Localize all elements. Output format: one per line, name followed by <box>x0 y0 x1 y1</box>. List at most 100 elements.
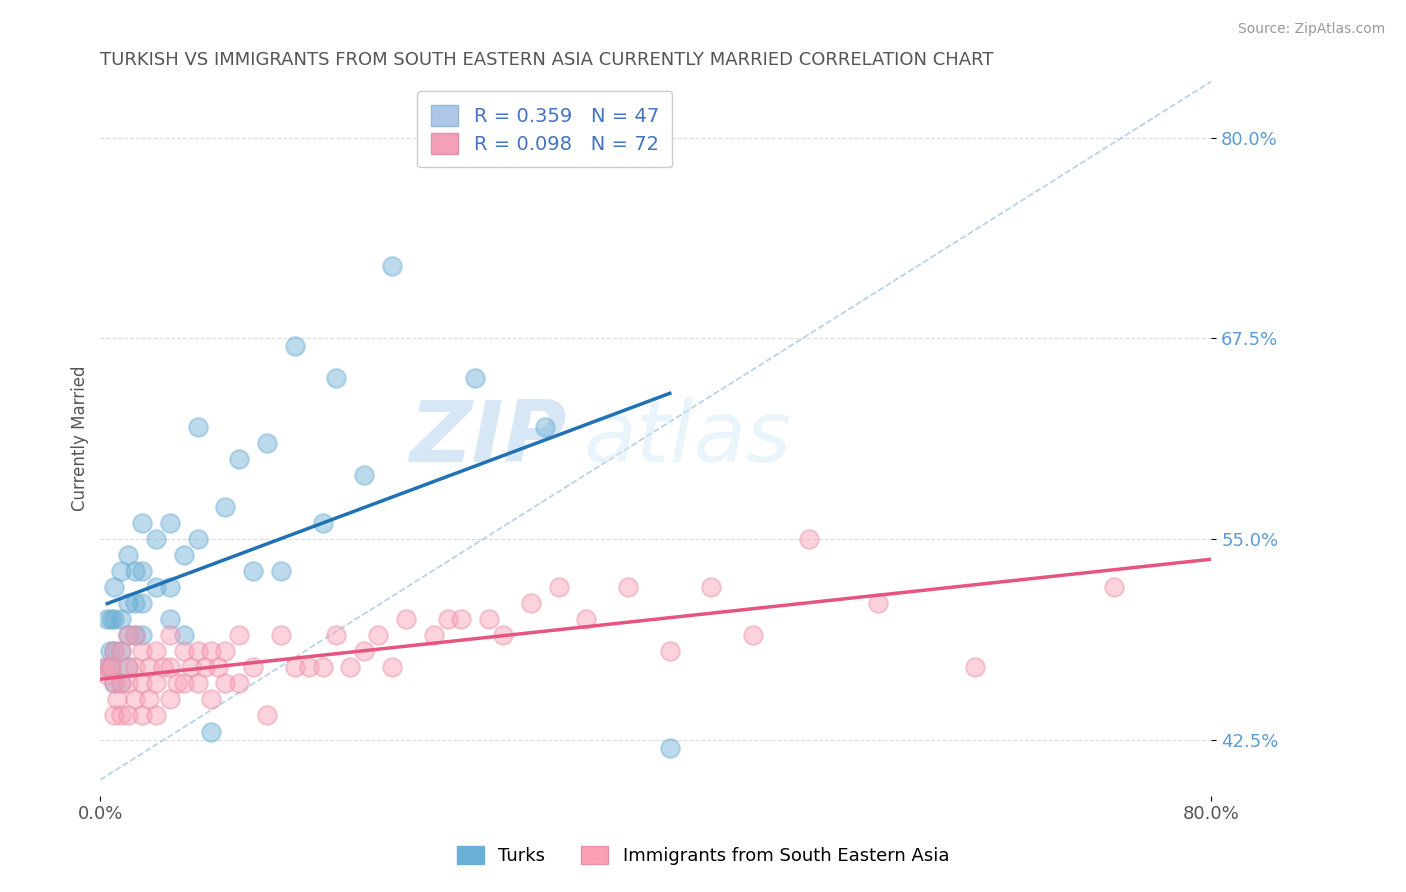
Point <box>381 660 404 674</box>
Point <box>159 660 181 674</box>
Point <box>117 708 139 723</box>
Legend: R = 0.359   N = 47, R = 0.098   N = 72: R = 0.359 N = 47, R = 0.098 N = 72 <box>418 91 672 168</box>
Point <box>145 580 167 594</box>
Point <box>173 628 195 642</box>
Point <box>100 660 122 674</box>
Point <box>422 628 444 642</box>
Point <box>478 612 501 626</box>
Point <box>492 628 515 642</box>
Point <box>117 628 139 642</box>
Point <box>270 628 292 642</box>
Point <box>110 644 132 658</box>
Y-axis label: Currently Married: Currently Married <box>72 366 89 511</box>
Point <box>381 259 404 273</box>
Point <box>200 724 222 739</box>
Point <box>117 660 139 674</box>
Point <box>284 660 307 674</box>
Point <box>117 548 139 562</box>
Point <box>110 612 132 626</box>
Point <box>117 660 139 674</box>
Point <box>145 532 167 546</box>
Point <box>103 612 125 626</box>
Point <box>965 660 987 674</box>
Point <box>103 580 125 594</box>
Point <box>96 612 118 626</box>
Point <box>103 708 125 723</box>
Point <box>325 371 347 385</box>
Legend: Turks, Immigrants from South Eastern Asia: Turks, Immigrants from South Eastern Asi… <box>447 837 959 874</box>
Point <box>117 628 139 642</box>
Point <box>173 548 195 562</box>
Point <box>242 564 264 578</box>
Point <box>256 708 278 723</box>
Point <box>700 580 723 594</box>
Point <box>797 532 820 546</box>
Point <box>193 660 215 674</box>
Point <box>138 692 160 706</box>
Point <box>214 644 236 658</box>
Point <box>145 676 167 690</box>
Point <box>242 660 264 674</box>
Text: Source: ZipAtlas.com: Source: ZipAtlas.com <box>1237 22 1385 37</box>
Point <box>96 660 118 674</box>
Point <box>103 676 125 690</box>
Point <box>110 564 132 578</box>
Point <box>214 676 236 690</box>
Point <box>93 660 115 674</box>
Point <box>353 644 375 658</box>
Point <box>131 628 153 642</box>
Point <box>284 339 307 353</box>
Point <box>124 596 146 610</box>
Point <box>96 668 118 682</box>
Point <box>450 612 472 626</box>
Point <box>138 660 160 674</box>
Point <box>124 628 146 642</box>
Point <box>110 644 132 658</box>
Point <box>617 580 640 594</box>
Point <box>110 676 132 690</box>
Point <box>187 676 209 690</box>
Point <box>367 628 389 642</box>
Point <box>131 516 153 530</box>
Point <box>145 644 167 658</box>
Point <box>103 676 125 690</box>
Point <box>658 740 681 755</box>
Point <box>742 628 765 642</box>
Point <box>214 500 236 514</box>
Point <box>270 564 292 578</box>
Text: atlas: atlas <box>583 397 792 480</box>
Point <box>200 644 222 658</box>
Point <box>547 580 569 594</box>
Point <box>187 644 209 658</box>
Point <box>124 564 146 578</box>
Point <box>103 644 125 658</box>
Point <box>464 371 486 385</box>
Point <box>228 628 250 642</box>
Point <box>105 692 128 706</box>
Point <box>187 532 209 546</box>
Text: TURKISH VS IMMIGRANTS FROM SOUTH EASTERN ASIA CURRENTLY MARRIED CORRELATION CHAR: TURKISH VS IMMIGRANTS FROM SOUTH EASTERN… <box>100 51 994 69</box>
Point <box>131 644 153 658</box>
Point <box>325 628 347 642</box>
Point <box>395 612 418 626</box>
Point <box>103 644 125 658</box>
Point <box>159 628 181 642</box>
Point <box>256 435 278 450</box>
Point <box>145 708 167 723</box>
Point <box>173 676 195 690</box>
Point <box>124 660 146 674</box>
Point <box>98 644 121 658</box>
Point <box>533 419 555 434</box>
Point <box>180 660 202 674</box>
Point <box>1102 580 1125 594</box>
Point <box>131 708 153 723</box>
Point <box>152 660 174 674</box>
Point <box>159 516 181 530</box>
Point <box>228 451 250 466</box>
Point <box>353 467 375 482</box>
Point <box>339 660 361 674</box>
Point <box>298 660 321 674</box>
Point <box>117 676 139 690</box>
Point <box>131 676 153 690</box>
Point <box>200 692 222 706</box>
